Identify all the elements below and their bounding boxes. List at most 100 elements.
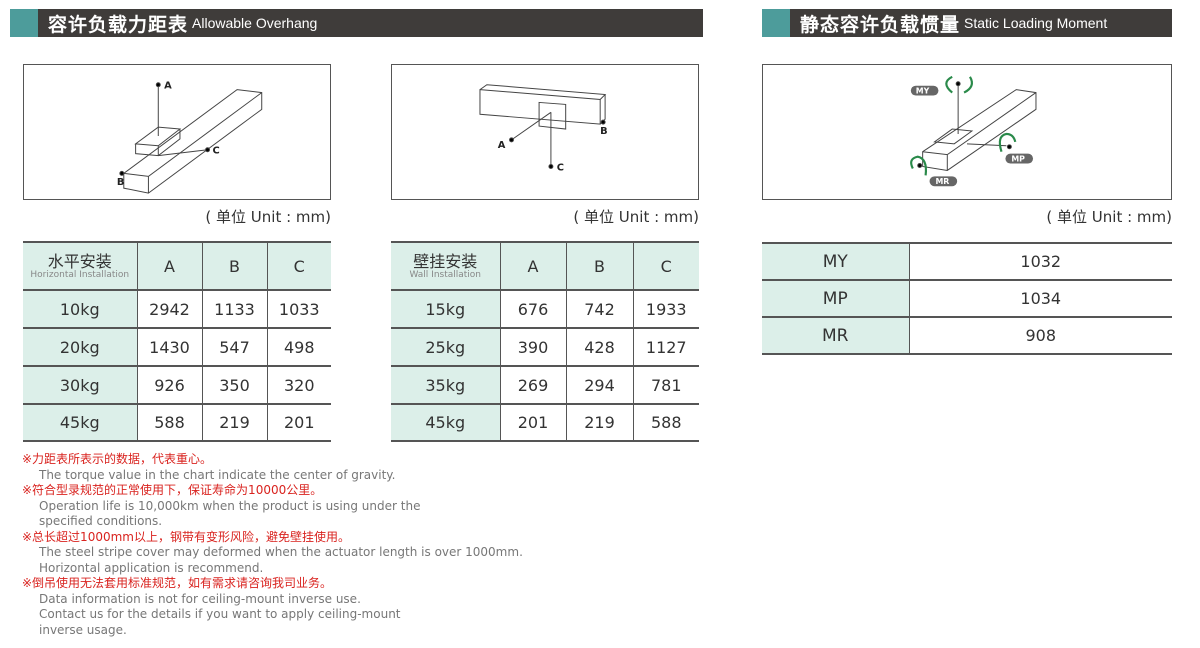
- table-header-row: 壁挂安装 Wall Installation A B C: [391, 241, 699, 291]
- header-cell: 壁挂安装 Wall Installation: [391, 241, 501, 291]
- value-cell: 588: [137, 404, 203, 442]
- note-zh: ※力距表所表示的数据，代表重心。: [22, 452, 213, 466]
- moment-diagram: MY MP MR: [762, 64, 1172, 200]
- table-row: 20kg 1430 547 498: [23, 328, 331, 367]
- moment-value: 1032: [909, 242, 1172, 281]
- value-cell: 498: [267, 328, 331, 367]
- note-en: Operation life is 10,000km when the prod…: [39, 498, 421, 513]
- value-cell: 1133: [202, 289, 268, 329]
- col-a: A: [500, 241, 567, 291]
- moment-header: 静态容许负载惯量 Static Loading Moment: [762, 9, 1172, 37]
- value-cell: 201: [267, 404, 331, 442]
- label-c: C: [212, 146, 219, 157]
- unit-label: ( 单位 Unit : mm): [573, 208, 699, 226]
- table-row: 35kg 269 294 781: [391, 366, 699, 405]
- col-c: C: [633, 241, 699, 291]
- value-cell: 320: [267, 366, 331, 405]
- value-cell: 1127: [633, 328, 699, 367]
- value-cell: 1933: [633, 289, 699, 329]
- accent-block: [10, 9, 38, 37]
- note-zh: ※倒吊使用无法套用标准规范，如有需求请咨询我司业务。: [22, 576, 333, 590]
- table-row: 10kg 2942 1133 1033: [23, 289, 331, 329]
- label-mp: MP: [1011, 155, 1025, 164]
- col-a: A: [137, 241, 203, 291]
- value-cell: 219: [566, 404, 634, 442]
- label-a: A: [164, 81, 172, 92]
- value-cell: 219: [202, 404, 268, 442]
- value-cell: 1430: [137, 328, 203, 367]
- value-cell: 2942: [137, 289, 203, 329]
- value-cell: 781: [633, 366, 699, 405]
- value-cell: 742: [566, 289, 634, 329]
- note-en: specified conditions.: [39, 514, 163, 528]
- note-en: Horizontal application is recommend.: [39, 560, 264, 575]
- notes: ※力距表所表示的数据，代表重心。 The torque value in the …: [22, 452, 523, 638]
- note-en: Contact us for the details if you want t…: [39, 607, 401, 621]
- value-cell: 390: [500, 328, 567, 367]
- table-row: MP 1034: [762, 280, 1172, 318]
- moment-title-en: Static Loading Moment: [964, 15, 1108, 31]
- value-cell: 676: [500, 289, 567, 329]
- value-cell: 1033: [267, 289, 331, 329]
- value-cell: 294: [566, 366, 634, 405]
- moment-label: MP: [762, 280, 910, 318]
- wall-diagram: A B C: [391, 64, 699, 200]
- unit-label: ( 单位 Unit : mm): [205, 208, 331, 226]
- col-c: C: [267, 241, 331, 291]
- moment-value: 908: [909, 317, 1172, 355]
- moment-label: MR: [762, 317, 910, 355]
- rotation-arrows-icon: [910, 75, 1017, 176]
- load-cell: 45kg: [23, 404, 138, 442]
- label-my: MY: [916, 87, 930, 96]
- table-row: 30kg 926 350 320: [23, 366, 331, 405]
- note-en: The steel stripe cover may deformed when…: [39, 545, 523, 559]
- horizontal-table: 水平安装 Horizontal Installation A B C 10kg 29…: [23, 241, 331, 442]
- label-mr: MR: [935, 177, 949, 186]
- load-cell: 25kg: [391, 328, 501, 367]
- overhang-header: 容许负载力距表 Allowable Overhang: [10, 9, 703, 37]
- wall-table: 壁挂安装 Wall Installation A B C 15kg 676 742 19…: [391, 241, 699, 442]
- table-row: 45kg 201 219 588: [391, 404, 699, 442]
- note-zh: ※总长超过1000mm以上，钢带有变形风险，避免壁挂使用。: [22, 529, 350, 544]
- header-en: Horizontal Installation: [30, 269, 130, 280]
- col-b: B: [566, 241, 634, 291]
- value-cell: 428: [566, 328, 634, 367]
- value-cell: 547: [202, 328, 268, 367]
- label-b: B: [117, 177, 125, 188]
- overhang-title-zh: 容许负载力距表: [48, 13, 189, 36]
- load-cell: 45kg: [391, 404, 501, 442]
- table-row: 15kg 676 742 1933: [391, 289, 699, 329]
- load-cell: 20kg: [23, 328, 138, 367]
- moment-title-zh: 静态容许负载惯量: [800, 13, 961, 36]
- table-row: MY 1032: [762, 242, 1172, 281]
- load-cell: 30kg: [23, 366, 138, 405]
- load-cell: 15kg: [391, 289, 501, 329]
- table-row: 25kg 390 428 1127: [391, 328, 699, 367]
- col-b: B: [202, 241, 268, 291]
- moment-table: MY 1032 MP 1034 MR 908: [762, 242, 1172, 355]
- label-b: B: [600, 126, 608, 137]
- note-en: Data information is not for ceiling-moun…: [39, 591, 361, 606]
- header-cell: 水平安装 Horizontal Installation: [23, 241, 138, 291]
- value-cell: 350: [202, 366, 268, 405]
- header-zh: 水平安装: [47, 251, 112, 271]
- horizontal-diagram: A B C: [23, 64, 331, 200]
- moment-label: MY: [762, 242, 910, 281]
- overhang-title-en: Allowable Overhang: [192, 15, 318, 31]
- header-zh: 壁挂安装: [413, 251, 478, 271]
- label-c: C: [557, 162, 564, 173]
- table-header-row: 水平安装 Horizontal Installation A B C: [23, 241, 331, 291]
- note-zh: ※符合型录规范的正常使用下，保证寿命为10000公里。: [22, 483, 323, 497]
- label-a: A: [498, 140, 506, 151]
- value-cell: 269: [500, 366, 567, 405]
- load-cell: 10kg: [23, 289, 138, 329]
- table-row: MR 908: [762, 317, 1172, 355]
- note-en: The torque value in the chart indicate t…: [39, 467, 396, 482]
- moment-value: 1034: [909, 280, 1172, 318]
- header-en: Wall Installation: [409, 269, 482, 280]
- table-row: 45kg 588 219 201: [23, 404, 331, 442]
- accent-block: [762, 9, 790, 37]
- value-cell: 201: [500, 404, 567, 442]
- load-cell: 35kg: [391, 366, 501, 405]
- value-cell: 588: [633, 404, 699, 442]
